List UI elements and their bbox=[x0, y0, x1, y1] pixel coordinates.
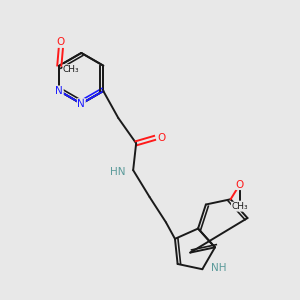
Text: CH₃: CH₃ bbox=[231, 202, 248, 211]
Text: CH₃: CH₃ bbox=[63, 65, 80, 74]
Text: HN: HN bbox=[110, 167, 126, 177]
Text: O: O bbox=[57, 38, 65, 47]
Text: O: O bbox=[157, 133, 165, 143]
Text: O: O bbox=[236, 180, 244, 190]
Text: NH: NH bbox=[211, 263, 226, 273]
Text: N: N bbox=[77, 99, 85, 109]
Text: N: N bbox=[56, 86, 63, 96]
